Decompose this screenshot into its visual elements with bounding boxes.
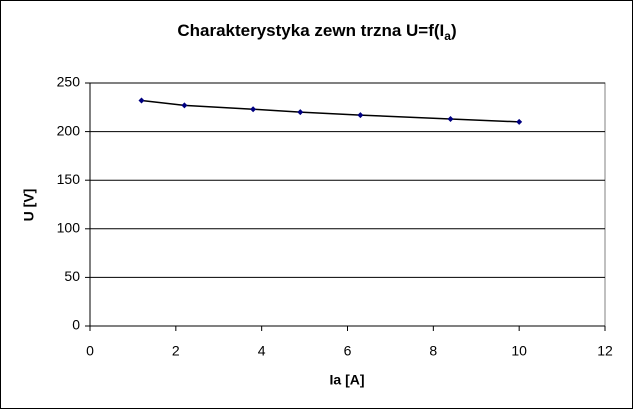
title-text: Charakterystyka zewn trzna U=f(I: [177, 21, 444, 40]
x-tick-label: 4: [258, 343, 266, 359]
y-tick-label: 200: [57, 122, 81, 138]
x-tick-label: 6: [344, 343, 352, 359]
x-tick-label: 0: [86, 343, 94, 359]
data-point: [138, 97, 145, 104]
y-tick-label: 50: [64, 268, 80, 284]
x-tick-label: 12: [597, 343, 613, 359]
data-point: [250, 106, 257, 113]
x-tick-label: 2: [172, 343, 180, 359]
chart-title: Charakterystyka zewn trzna U=f(Ia): [177, 21, 456, 43]
y-tick-label: 0: [72, 317, 80, 333]
data-point: [357, 112, 364, 119]
plot-area: [89, 82, 606, 327]
y-axis-title: U [V]: [21, 189, 37, 222]
y-tick-label: 150: [57, 171, 81, 187]
title-subscript: a: [444, 29, 451, 43]
x-tick-label: 10: [511, 343, 527, 359]
data-point: [181, 102, 188, 109]
data-point: [297, 109, 304, 116]
data-point: [516, 118, 523, 125]
y-tick-label: 100: [57, 220, 81, 236]
y-tick-label: 250: [57, 74, 81, 90]
x-tick-label: 8: [429, 343, 437, 359]
x-axis-title: Ia [A]: [330, 372, 365, 388]
data-point: [447, 115, 454, 122]
title-end: ): [451, 21, 457, 40]
